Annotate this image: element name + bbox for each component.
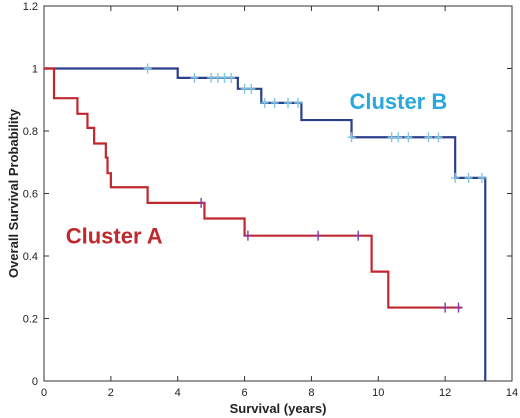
plot-box: [43, 5, 513, 382]
annotation-layer: Cluster B Cluster A: [66, 89, 448, 248]
x-tick-label: 14: [506, 387, 518, 399]
y-tick-label: 1.2: [23, 1, 38, 13]
series-cluster-b: [44, 63, 487, 381]
y-tick-label: 0.4: [23, 251, 38, 263]
y-tick-label: 0.2: [23, 314, 38, 326]
y-tick-label: 1: [32, 64, 38, 76]
x-tick-label: 0: [41, 387, 47, 399]
series-cluster-a: [44, 67, 463, 313]
series-layer: [44, 63, 487, 381]
y-tick-label: 0.8: [23, 126, 38, 138]
x-tick-label: 8: [308, 387, 314, 399]
y-tick-label: 0: [32, 376, 38, 388]
survival-curve: [44, 67, 462, 309]
series-annotation: Cluster A: [66, 224, 163, 249]
series-annotation: Cluster B: [349, 89, 447, 114]
y-axis-label: Overall Survival Probability: [6, 108, 21, 278]
x-tick-label: 6: [242, 387, 248, 399]
axes: 0 2 4 6 8 10 12 14 0 0.2 0.4 0.6 0.8 1 1.2: [23, 1, 518, 399]
y-tick-label: 0.6: [23, 189, 38, 201]
x-tick-label: 2: [108, 387, 114, 399]
x-tick-label: 4: [175, 387, 181, 399]
x-axis-label: Survival (years): [230, 401, 327, 416]
x-tick-label: 12: [439, 387, 451, 399]
x-tick-label: 10: [372, 387, 384, 399]
